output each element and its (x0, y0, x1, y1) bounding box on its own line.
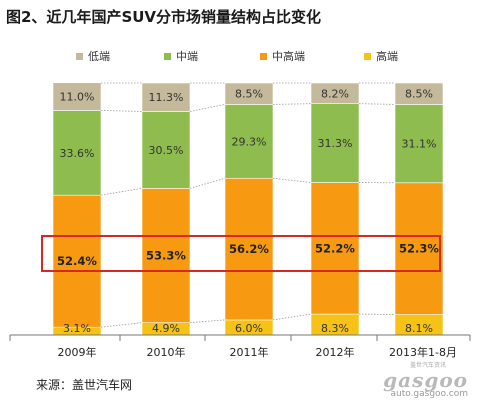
legend-label-1: 中端 (176, 50, 198, 63)
x-tick-label-2: 2011年 (230, 345, 269, 359)
data-label-低端-2: 8.5% (235, 88, 263, 101)
connector-中高端-0 (100, 187, 143, 196)
data-label-中高端-1: 53.3% (146, 248, 186, 262)
connector-中高端-1 (189, 177, 226, 189)
source-note: 来源：盖世汽车网 (36, 378, 133, 392)
bar-中端-2 (224, 104, 274, 179)
bar-低端-4 (394, 82, 444, 105)
data-label-高端-4: 8.1% (405, 322, 433, 335)
chart-title: 图2、近几年国产SUV分市场销量结构占比变化 (6, 8, 322, 26)
data-label-低端-0: 11.0% (60, 91, 95, 104)
bar-低端-3 (310, 82, 360, 104)
legend-swatch-2 (260, 53, 267, 60)
bar-低端-1 (141, 82, 191, 112)
x-tick-label-3: 2012年 (316, 345, 355, 359)
bar-中端-4 (394, 104, 444, 184)
connector-高端-0 (100, 322, 143, 328)
data-label-高端-0: 3.1% (63, 322, 91, 335)
bar-低端-0 (52, 82, 102, 111)
data-label-中端-1: 30.5% (149, 144, 184, 157)
bar-低端-2 (224, 82, 274, 105)
legend-swatch-3 (364, 53, 371, 60)
data-label-高端-1: 4.9% (152, 322, 180, 335)
data-label-中端-2: 29.3% (232, 135, 267, 148)
bar-中高端-4 (394, 182, 444, 315)
bar-中高端-2 (224, 177, 274, 321)
connector-中高端-2 (272, 177, 312, 183)
bar-中端-0 (52, 110, 102, 196)
connector-中端-0 (100, 110, 143, 112)
gasgoo-logo: 盖世汽车资讯 gasgoo auto.gasgoo.com (383, 362, 468, 399)
bar-中高端-1 (141, 188, 191, 323)
connector-中端-3 (358, 103, 396, 105)
connector-高端-2 (272, 313, 312, 321)
x-tick-label-4: 2013年1-8月 (389, 345, 457, 359)
legend-swatch-1 (164, 53, 171, 60)
legend-label-2: 中高端 (272, 49, 305, 63)
logo-tagline: 盖世汽车资讯 (409, 362, 446, 369)
bar-中端-1 (141, 111, 191, 189)
data-label-低端-3: 8.2% (321, 87, 349, 100)
data-label-中端-3: 31.3% (318, 137, 353, 150)
legend-label-3: 高端 (376, 49, 398, 63)
connector-高端-1 (189, 319, 226, 324)
data-label-中高端-4: 52.3% (399, 242, 439, 256)
data-label-高端-2: 6.0% (235, 322, 263, 335)
x-tick-label-1: 2010年 (147, 345, 186, 359)
x-tick-label-0: 2009年 (58, 345, 97, 359)
legend-label-0: 低端 (88, 50, 110, 63)
data-label-高端-3: 8.3% (321, 322, 349, 335)
data-label-低端-1: 11.3% (149, 91, 184, 104)
data-label-低端-4: 8.5% (405, 88, 433, 101)
connector-中端-2 (272, 103, 312, 105)
highlight-box (41, 235, 441, 272)
data-label-中高端-3: 52.2% (315, 241, 355, 255)
bar-中高端-0 (52, 194, 102, 328)
connector-中端-1 (189, 104, 226, 112)
legend-swatch-0 (76, 53, 83, 60)
data-label-中端-4: 31.1% (402, 138, 437, 151)
data-label-中高端-0: 52.4% (57, 254, 97, 268)
logo-brand: gasgoo (383, 368, 468, 392)
bar-中端-3 (310, 103, 360, 183)
connector-高端-3 (358, 313, 396, 315)
bar-中高端-3 (310, 182, 360, 315)
logo-site: auto.gasgoo.com (390, 389, 468, 399)
data-label-中高端-2: 56.2% (229, 242, 269, 256)
data-label-中端-0: 33.6% (60, 147, 95, 160)
